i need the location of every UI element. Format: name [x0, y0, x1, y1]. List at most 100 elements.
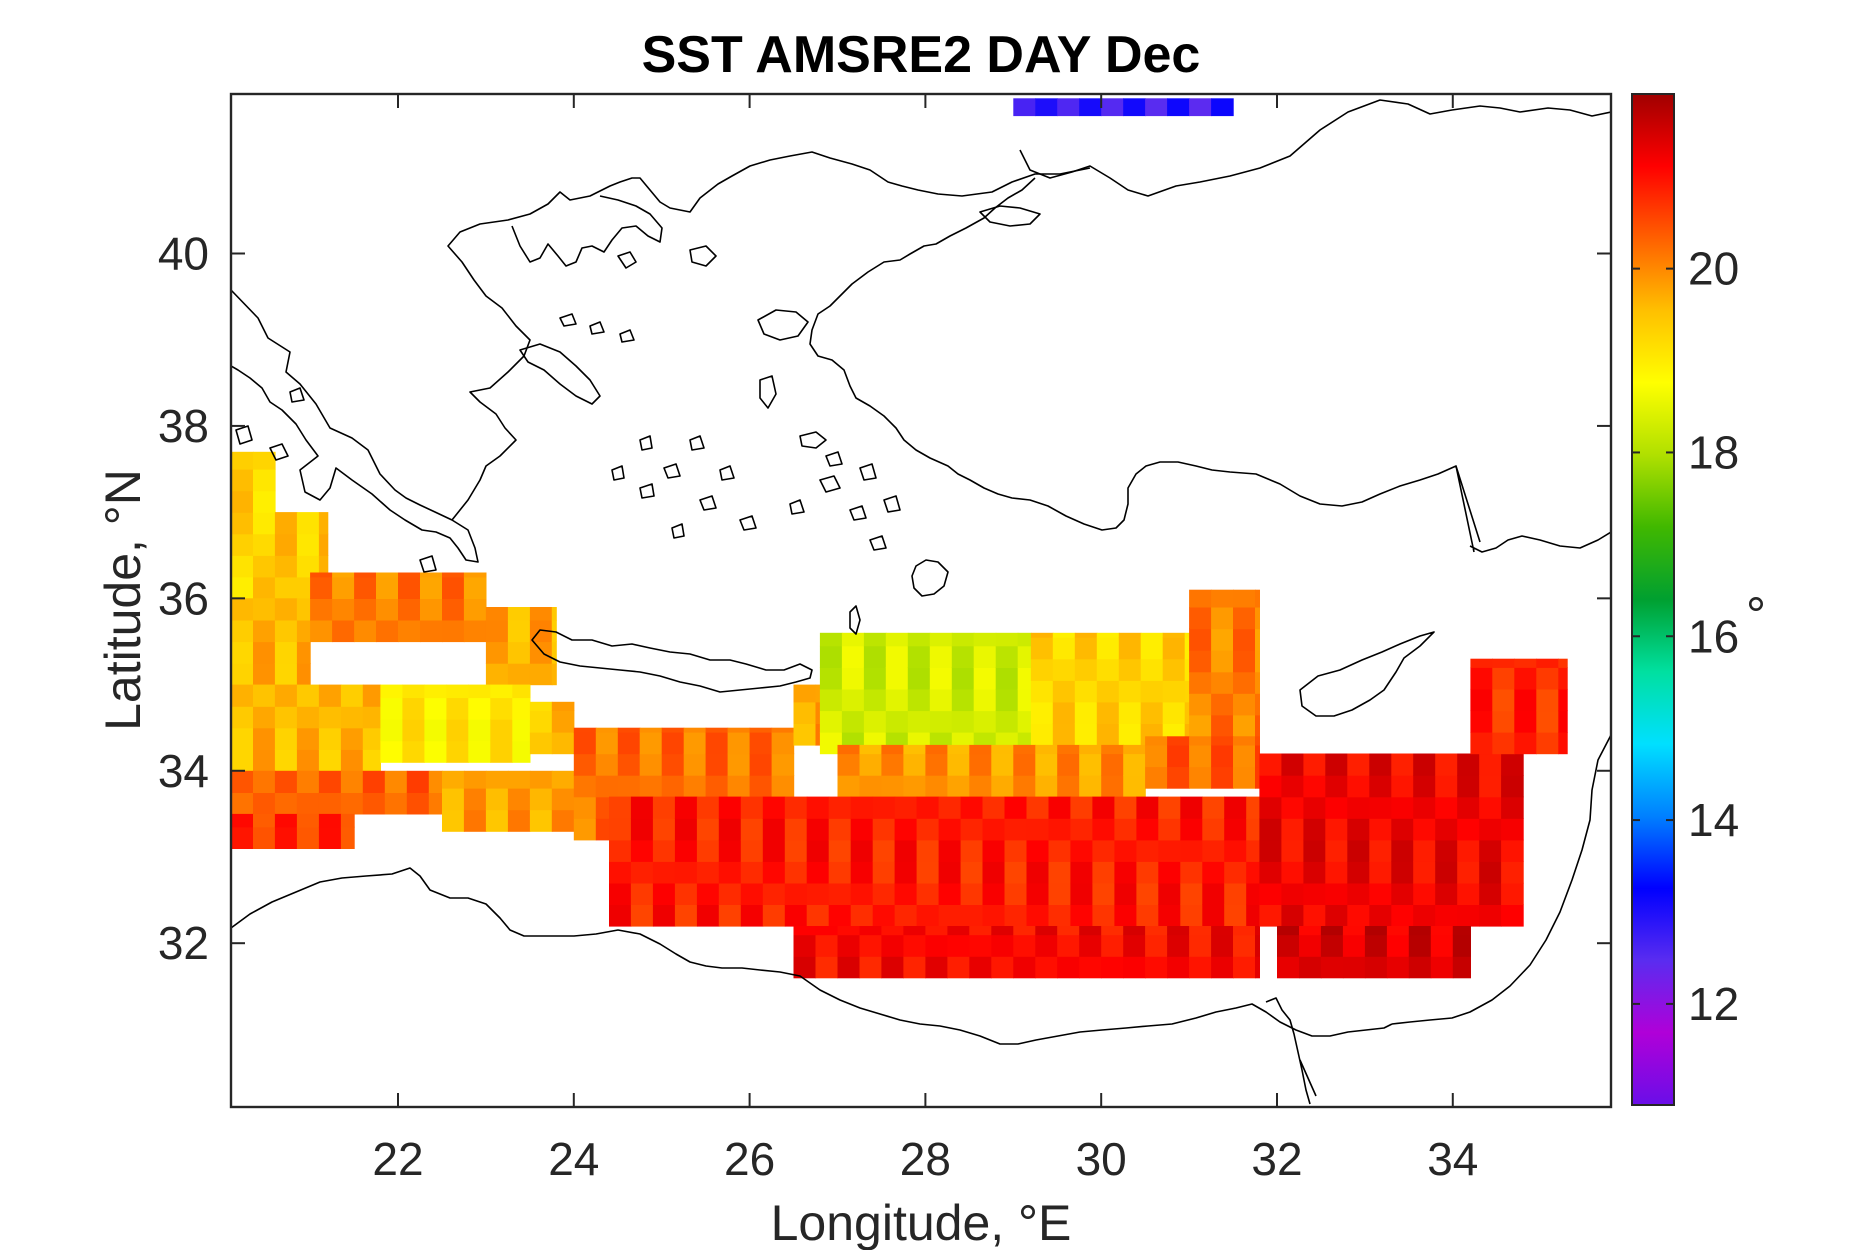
sst-cell — [318, 792, 342, 815]
sst-cell — [784, 796, 808, 819]
sst-cell — [1369, 753, 1392, 776]
sst-cell — [485, 619, 509, 643]
sst-cell — [1536, 688, 1559, 712]
sst-cell — [529, 641, 553, 664]
sst-cell — [1452, 926, 1471, 936]
sst-cell — [872, 796, 896, 819]
sst-cell — [661, 727, 685, 733]
sst-cell — [1224, 882, 1247, 905]
sst-cell — [231, 451, 254, 470]
sst-cell — [442, 809, 465, 832]
coastline-africa — [231, 867, 1393, 1045]
sst-cell — [828, 861, 852, 884]
sst-cell — [274, 619, 298, 643]
sst-cell — [1233, 671, 1256, 694]
sst-cell — [1136, 904, 1159, 927]
sst-cell — [1479, 861, 1502, 884]
sst-cell — [1180, 861, 1203, 884]
sst-cell — [885, 710, 909, 733]
sst-cell — [1004, 796, 1028, 819]
sst-cell — [1325, 904, 1348, 927]
sst-cell — [1514, 658, 1537, 668]
sst-cell — [362, 727, 381, 750]
sst-cell — [551, 710, 575, 733]
sst-cell — [332, 619, 355, 643]
y-tick-label: 38 — [158, 400, 209, 452]
sst-cell — [274, 533, 298, 556]
sst-cell — [1057, 926, 1080, 936]
sst-cell — [1413, 775, 1436, 798]
sst-cell — [231, 826, 254, 849]
sst-cell — [340, 706, 364, 729]
coastline-greece-north — [447, 151, 1091, 521]
sst-cell — [1211, 744, 1234, 768]
sst-cell — [507, 641, 531, 664]
sst-cell — [938, 839, 962, 862]
sst-cell — [771, 775, 795, 798]
sst-cell — [705, 732, 729, 755]
sst-cell — [995, 632, 1019, 647]
sst-cell — [841, 688, 865, 712]
x-tick-labels: 22 24 26 28 30 32 34 — [372, 1133, 1478, 1185]
sst-cell — [1255, 671, 1260, 694]
sst-cell — [1514, 667, 1537, 690]
sst-cell — [1013, 775, 1036, 798]
sst-cell — [1167, 744, 1190, 768]
sst-cell — [253, 469, 276, 492]
sst-cell — [907, 688, 931, 712]
sst-cell — [463, 572, 487, 578]
sst-cell — [674, 818, 698, 841]
sst-cell — [398, 572, 421, 578]
sst-cell — [231, 469, 254, 492]
sst-cell — [1259, 904, 1282, 927]
sst-cell — [916, 861, 940, 884]
sst-cell — [1004, 861, 1028, 884]
sst-cell — [1501, 796, 1524, 819]
sst-cell — [1325, 796, 1348, 819]
sst-cell — [630, 839, 654, 862]
sst-cell — [863, 667, 887, 690]
sst-cell — [696, 882, 720, 905]
sst-cell — [1391, 775, 1414, 798]
sst-cell — [1101, 775, 1124, 798]
sst-cell — [1558, 688, 1568, 712]
sst-cell — [1277, 926, 1300, 936]
sst-cell — [1096, 658, 1120, 681]
sst-cell — [947, 753, 970, 776]
sst-cell — [1299, 926, 1322, 936]
sst-cell — [907, 632, 931, 647]
sst-cell — [340, 770, 364, 793]
sst-cell — [1092, 796, 1115, 819]
sst-cell — [1092, 904, 1115, 927]
sst-cell — [318, 706, 342, 729]
sst-cell — [1281, 861, 1304, 884]
sst-cell — [1224, 839, 1247, 862]
sst-cell — [1347, 882, 1370, 905]
sst-cell — [806, 882, 830, 905]
sst-cell — [674, 904, 698, 927]
sst-cell — [1145, 736, 1168, 746]
sst-cell — [1492, 667, 1515, 690]
sst-cell — [380, 684, 403, 699]
sst-cell — [1136, 861, 1159, 884]
sst-cell — [1391, 839, 1414, 862]
sst-cell — [1189, 736, 1212, 746]
sst-cell — [296, 826, 320, 849]
sst-cell — [991, 956, 1014, 979]
sst-cell — [231, 598, 254, 621]
sst-cell — [1114, 818, 1137, 841]
sst-cell — [674, 796, 698, 819]
sst-cell — [376, 619, 399, 643]
sst-cell — [1030, 701, 1054, 724]
sst-cell — [863, 688, 887, 712]
sst-cell — [1074, 723, 1098, 746]
sst-cell — [1030, 723, 1054, 746]
sst-cell — [1325, 861, 1348, 884]
sst-cell — [960, 796, 984, 819]
sst-cell — [1342, 934, 1366, 957]
sst-cell — [828, 839, 852, 862]
sst-cell — [982, 904, 1006, 927]
sst-cell — [727, 775, 751, 798]
sst-cell — [872, 861, 896, 884]
sst-cell — [1079, 775, 1102, 798]
